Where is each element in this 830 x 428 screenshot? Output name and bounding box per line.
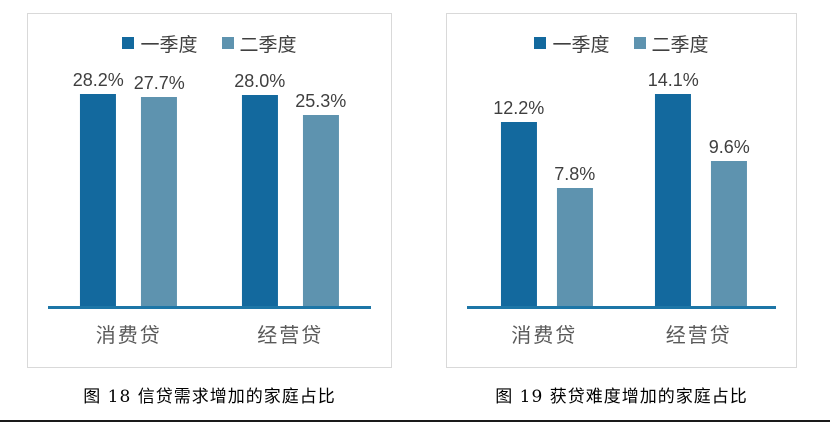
bar [241, 95, 278, 306]
legend-swatch-icon [122, 37, 135, 49]
figure-caption: 图 19 获贷难度增加的家庭占比 [495, 387, 748, 407]
bar-chart-loan-difficulty: 一季度 二季度 12.2% 7.8% 14.1% 9.6% 消费贷 经营贷 [446, 13, 797, 368]
category-axis: 消费贷 经营贷 [467, 319, 776, 351]
legend-item: 一季度 [534, 30, 610, 57]
figure-loan-difficulty: 一季度 二季度 12.2% 7.8% 14.1% 9.6% 消费贷 经营贷 图 19 获贷… [446, 13, 797, 407]
data-label: 25.3% [295, 91, 347, 111]
bar [556, 188, 593, 306]
bar [500, 122, 537, 306]
legend-swatch-icon [534, 37, 547, 49]
legend-label: 二季度 [239, 34, 297, 56]
legend-item: 一季度 [122, 30, 198, 57]
page-bottom-rule [0, 420, 830, 422]
data-label: 14.1% [647, 70, 699, 90]
bar-column: 7.8% [554, 164, 595, 306]
category-label: 经营贷 [257, 325, 324, 347]
legend-label: 一季度 [552, 34, 610, 56]
legend-item: 二季度 [633, 30, 709, 57]
bar-column: 25.3% [295, 91, 346, 306]
legend-label: 一季度 [140, 34, 198, 56]
plot-area: 12.2% 7.8% 14.1% 9.6% [467, 55, 776, 309]
figure-credit-demand: 一季度 二季度 28.2% 27.7% 28.0% 25.3% 消费贷 经营贷 图 18 … [27, 13, 392, 407]
bar-column: 27.7% [134, 73, 185, 306]
bar-group: 28.2% 27.7% [73, 70, 185, 306]
legend-item: 二季度 [221, 30, 297, 57]
bar-column: 28.0% [234, 71, 285, 306]
data-label: 9.6% [708, 137, 750, 157]
data-label: 28.2% [72, 70, 124, 90]
data-label: 12.2% [493, 98, 545, 118]
bar-column: 9.6% [709, 137, 750, 306]
bar [80, 94, 117, 306]
plot-area: 28.2% 27.7% 28.0% 25.3% [48, 55, 371, 309]
bar [141, 97, 178, 306]
data-label: 28.0% [234, 71, 286, 91]
data-label: 7.8% [554, 164, 596, 184]
legend-swatch-icon [633, 37, 646, 49]
legend-swatch-icon [221, 37, 234, 49]
bar-group: 14.1% 9.6% [648, 70, 750, 306]
data-label: 27.7% [133, 73, 185, 93]
legend-label: 二季度 [651, 34, 709, 56]
category-label: 消费贷 [95, 325, 162, 347]
figure-caption: 图 18 信贷需求增加的家庭占比 [83, 387, 336, 407]
category-label: 消费贷 [511, 325, 578, 347]
category-label: 经营贷 [665, 325, 732, 347]
bar-group: 28.0% 25.3% [234, 71, 346, 306]
bar-column: 12.2% [493, 98, 544, 306]
bar-chart-credit-demand: 一季度 二季度 28.2% 27.7% 28.0% 25.3% 消费贷 经营贷 [27, 13, 392, 368]
bar [655, 94, 692, 306]
bar-group: 12.2% 7.8% [493, 98, 595, 306]
bar [302, 115, 339, 306]
bar [711, 161, 748, 306]
chart-legend: 一季度 二季度 [28, 30, 391, 57]
chart-legend: 一季度 二季度 [447, 30, 796, 57]
bar-column: 28.2% [73, 70, 124, 306]
bar-column: 14.1% [648, 70, 699, 306]
category-axis: 消费贷 经营贷 [48, 319, 371, 351]
